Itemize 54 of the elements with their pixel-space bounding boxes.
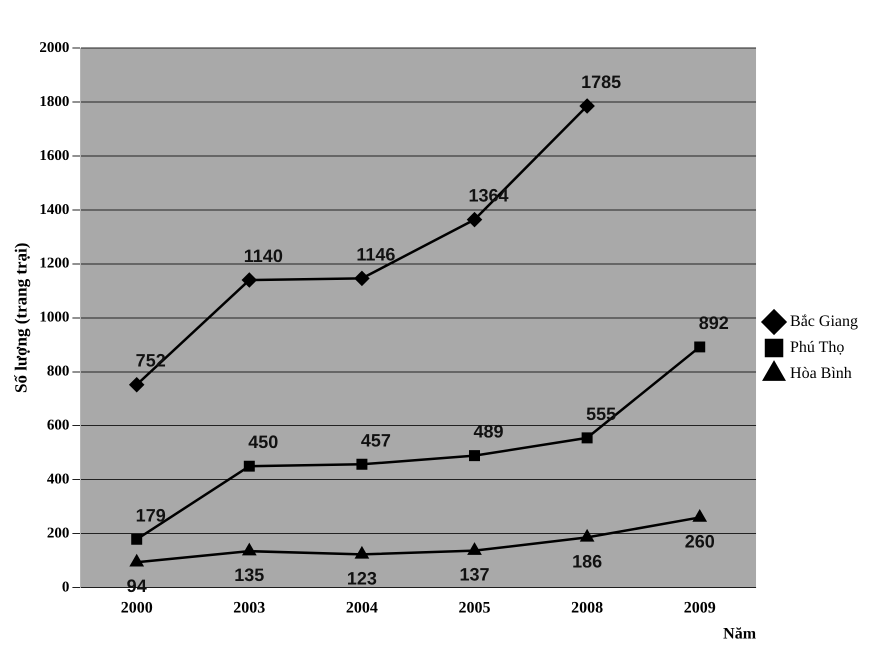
legend-label: Bắc Giang	[790, 313, 858, 330]
point	[356, 458, 368, 470]
data-label: 135	[234, 565, 264, 586]
point	[580, 530, 594, 542]
data-label: 1140	[244, 246, 283, 266]
x-tick-label: 2008	[571, 599, 604, 616]
point	[467, 212, 482, 227]
y-tick-label: 1800	[39, 94, 70, 110]
x-tick-label: 2009	[684, 599, 716, 616]
y-tick-label: 1200	[39, 256, 70, 272]
data-label: 186	[572, 551, 602, 572]
y-tick-label: 1600	[39, 148, 70, 164]
point	[468, 543, 481, 555]
y-tick-label: 2000	[39, 40, 70, 56]
y-tick-label: 1400	[39, 202, 70, 218]
point	[355, 547, 368, 559]
point	[694, 341, 706, 352]
data-label: 555	[586, 404, 616, 424]
y-tick-label: 1000	[39, 310, 70, 326]
x-tick-label: 2003	[233, 599, 266, 616]
data-label: 137	[459, 564, 490, 585]
data-label: 260	[684, 531, 715, 552]
point	[693, 510, 706, 522]
data-label: 123	[346, 568, 377, 588]
point	[131, 534, 142, 545]
data-label: 94	[126, 576, 147, 596]
data-label: 892	[698, 312, 729, 333]
y-tick-label: 800	[46, 364, 70, 380]
x-tick-label: 2004	[346, 599, 378, 616]
data-label: 489	[473, 422, 504, 442]
point	[242, 544, 256, 556]
point	[582, 432, 593, 444]
point	[129, 377, 144, 392]
y-axis-title: Số lượng (trang trại)	[12, 242, 31, 394]
x-tick-label: 2005	[458, 599, 491, 616]
point	[469, 450, 480, 462]
y-tick-label: 0	[62, 579, 70, 596]
point	[244, 460, 255, 472]
data-label: 179	[136, 505, 166, 526]
point	[354, 271, 370, 286]
point	[242, 272, 257, 288]
legend-label: Phú Thọ	[790, 339, 844, 356]
x-axis-title: Năm	[723, 626, 757, 643]
y-tick-label: 400	[46, 472, 70, 488]
data-label: 450	[248, 432, 278, 452]
point	[580, 98, 594, 114]
legend-label: Hòa Bình	[790, 365, 852, 382]
y-tick-label: 600	[46, 418, 70, 434]
data-label: 457	[360, 430, 391, 450]
x-tick-label: 2000	[120, 599, 153, 616]
data-label: 1146	[356, 244, 396, 264]
point	[130, 554, 144, 566]
y-tick-label: 200	[46, 526, 70, 542]
data-label: 1785	[581, 72, 622, 92]
